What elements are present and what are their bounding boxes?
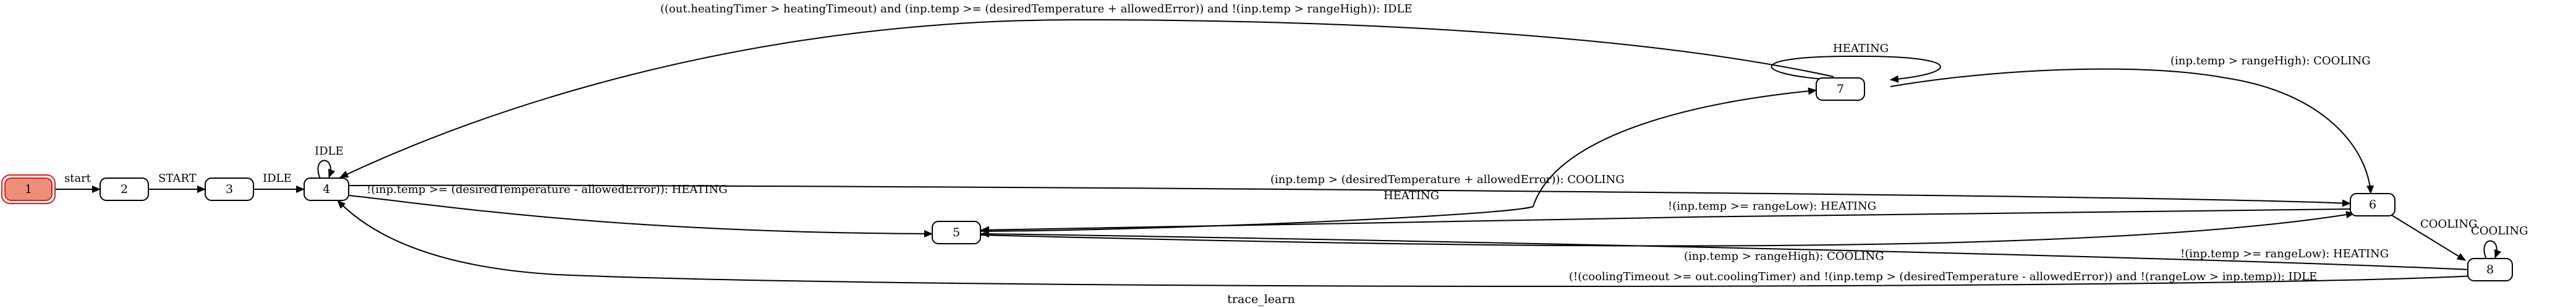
edge-8-self: COOLING [2471, 225, 2528, 260]
edge-label-1-to-2: start [64, 172, 91, 185]
edge-7-to-4: ((out.heatingTimer > heatingTimeout) and… [339, 2, 1834, 178]
state-node-3: 3 [205, 178, 254, 201]
state-label-6: 6 [2369, 198, 2376, 212]
state-label-2: 2 [121, 182, 128, 196]
state-node-2: 2 [100, 178, 149, 201]
edges-group: start START IDLE IDLE !(inp.temp >= (des… [56, 2, 2528, 287]
edge-4-self: IDLE [315, 145, 344, 179]
edge-4-to-5: !(inp.temp >= (desiredTemperature - allo… [348, 183, 933, 237]
edge-5-to-7: HEATING [979, 87, 1817, 232]
edge-7-self: HEATING [1770, 42, 1942, 83]
edge-8-to-5: !(inp.temp >= rangeLow): HEATING [980, 230, 2471, 270]
state-label-7: 7 [1837, 82, 1844, 96]
edge-7-to-6: (inp.temp > rangeHigh): COOLING [1890, 54, 2374, 194]
edge-label-7-to-4: ((out.heatingTimer > heatingTimeout) and… [660, 2, 1413, 15]
edge-label-7-self: HEATING [1833, 42, 1889, 55]
edge-label-5-to-6: (inp.temp > rangeHigh): COOLING [1684, 250, 1884, 263]
state-node-1: 1 [1, 174, 56, 204]
edge-label-6-to-5: !(inp.temp >= rangeLow): HEATING [1668, 200, 1876, 213]
state-label-5: 5 [953, 226, 960, 239]
edge-label-8-self: COOLING [2471, 225, 2528, 237]
diagram-title: trace_learn [1227, 293, 1294, 306]
edge-6-to-5: !(inp.temp >= rangeLow): HEATING [980, 200, 2351, 234]
edge-4-to-6: (inp.temp > (desiredTemperature + allowe… [348, 173, 2351, 207]
edge-label-2-to-3: START [158, 172, 197, 185]
edge-label-8-to-5: !(inp.temp >= rangeLow): HEATING [2180, 247, 2389, 260]
edge-2-to-3: START [148, 172, 206, 193]
state-label-1: 1 [25, 182, 32, 196]
edge-6-to-8: COOLING [2388, 213, 2477, 261]
edge-label-4-to-5: !(inp.temp >= (desiredTemperature - allo… [367, 183, 728, 196]
state-node-5: 5 [932, 221, 981, 244]
edge-label-4-to-6: (inp.temp > (desiredTemperature + allowe… [1270, 173, 1625, 186]
edge-label-8-to-4: (!(coolingTimeout >= out.coolingTimer) a… [1569, 270, 2317, 283]
edge-label-6-to-8: COOLING [2420, 218, 2477, 231]
state-node-4: 4 [304, 178, 349, 201]
state-label-8: 8 [2486, 263, 2494, 276]
edge-label-5-to-7: HEATING [1384, 189, 1439, 202]
edge-5-to-6: (inp.temp > rangeHigh): COOLING [980, 211, 2355, 263]
nodes-group: 1 2 3 4 5 6 7 8 [1, 77, 2513, 281]
edge-1-to-2: start [56, 172, 101, 193]
edge-label-4-self: IDLE [315, 145, 344, 158]
state-node-8: 8 [2467, 258, 2513, 281]
state-label-3: 3 [226, 182, 233, 196]
state-label-4: 4 [323, 182, 330, 196]
edge-label-3-to-4: IDLE [263, 172, 292, 185]
edge-8-to-4: (!(coolingTimeout >= out.coolingTimer) a… [337, 200, 2473, 287]
state-node-6: 6 [2350, 193, 2395, 216]
edge-3-to-4: IDLE [253, 172, 305, 193]
edge-label-7-to-6: (inp.temp > rangeHigh): COOLING [2170, 54, 2371, 67]
state-node-7: 7 [1816, 77, 1865, 101]
